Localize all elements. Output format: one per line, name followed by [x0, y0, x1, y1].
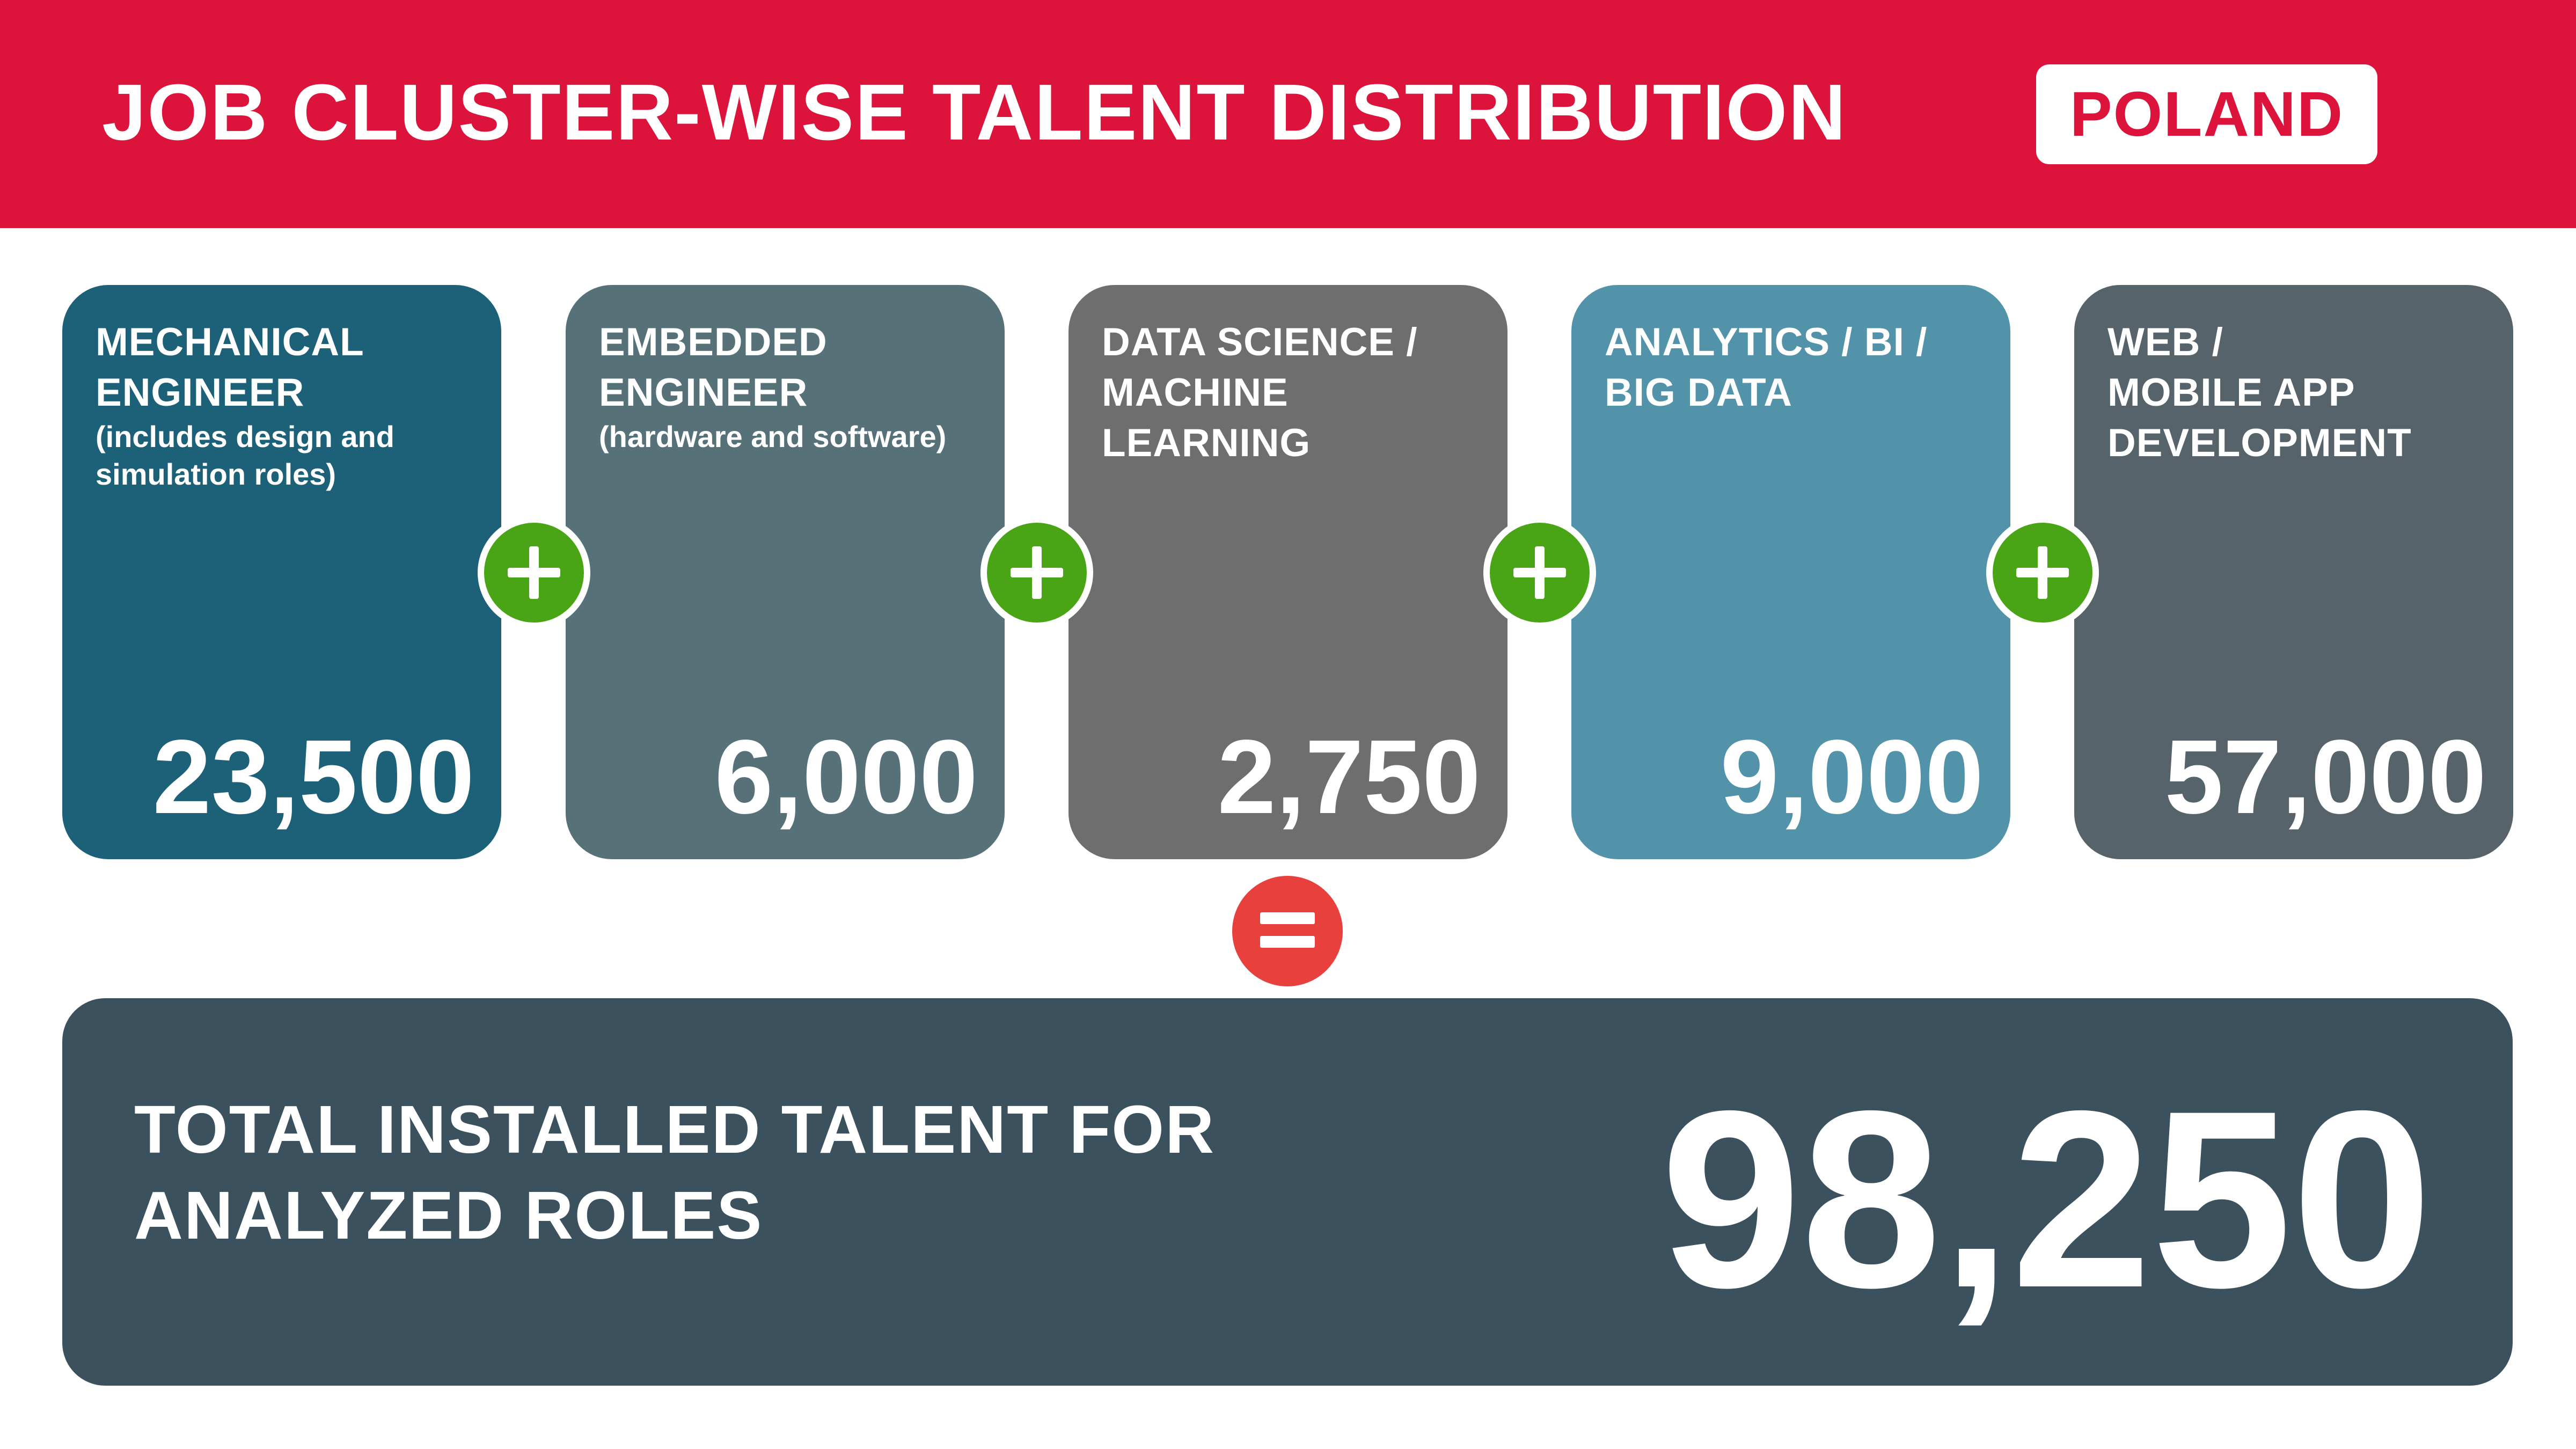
cluster-title-line: MACHINE — [1102, 371, 1289, 414]
cluster-title-line: DATA SCIENCE / — [1102, 320, 1418, 364]
cluster-title: MECHANICAL ENGINEER (includes design and… — [96, 317, 480, 493]
page-title: JOB CLUSTER-WISE TALENT DISTRIBUTION — [102, 68, 1847, 157]
cluster-card-analytics: ANALYTICS / BI / BIG DATA 9,000 — [1571, 285, 2010, 859]
plus-icon — [1483, 516, 1596, 629]
cluster-title-line: ENGINEER — [96, 371, 305, 414]
cluster-title-line: EMBEDDED — [599, 320, 828, 364]
cluster-card-embedded-engineer: EMBEDDED ENGINEER (hardware and software… — [566, 285, 1005, 859]
cluster-title-line: WEB / — [2107, 320, 2223, 364]
cluster-title-line: MOBILE APP — [2107, 371, 2355, 414]
cluster-value: 23,500 — [152, 718, 474, 836]
cluster-value: 6,000 — [714, 718, 978, 836]
cluster-subtitle: (hardware and software) — [599, 420, 947, 453]
cluster-title: ANALYTICS / BI / BIG DATA — [1605, 317, 1989, 418]
cluster-subtitle: (includes design and simulation roles) — [96, 420, 394, 491]
plus-icon — [980, 516, 1093, 629]
cluster-card-web-mobile: WEB / MOBILE APP DEVELOPMENT 57,000 — [2074, 285, 2513, 859]
plus-icon — [478, 516, 590, 629]
header-banner: JOB CLUSTER-WISE TALENT DISTRIBUTION POL… — [0, 0, 2576, 228]
cluster-title-line: DEVELOPMENT — [2107, 421, 2412, 465]
country-label: POLAND — [2069, 79, 2344, 150]
country-badge: POLAND — [2036, 64, 2377, 164]
cluster-title-line: ANALYTICS / BI / — [1605, 320, 1928, 364]
cluster-card-mechanical-engineer: MECHANICAL ENGINEER (includes design and… — [62, 285, 501, 859]
cluster-title: WEB / MOBILE APP DEVELOPMENT — [2107, 317, 2492, 469]
total-label-line: ANALYZED ROLES — [134, 1177, 763, 1253]
total-label: TOTAL INSTALLED TALENT FOR ANALYZED ROLE… — [134, 1087, 1215, 1258]
cluster-title: EMBEDDED ENGINEER (hardware and software… — [599, 317, 983, 456]
cluster-value: 9,000 — [1720, 718, 1984, 836]
cluster-value: 2,750 — [1217, 718, 1481, 836]
cluster-value: 57,000 — [2164, 718, 2486, 836]
plus-icon — [1986, 516, 2099, 629]
equals-icon — [1227, 870, 1348, 992]
total-panel: TOTAL INSTALLED TALENT FOR ANALYZED ROLE… — [62, 998, 2513, 1386]
cluster-title-line: ENGINEER — [599, 371, 808, 414]
cluster-title: DATA SCIENCE / MACHINE LEARNING — [1102, 317, 1486, 469]
total-label-line: TOTAL INSTALLED TALENT FOR — [134, 1092, 1216, 1167]
cluster-title-line: LEARNING — [1102, 421, 1311, 465]
cluster-title-line: BIG DATA — [1605, 371, 1792, 414]
cluster-card-data-science: DATA SCIENCE / MACHINE LEARNING 2,750 — [1069, 285, 1507, 859]
total-value: 98,250 — [1660, 1058, 2432, 1340]
cluster-title-line: MECHANICAL — [96, 320, 364, 364]
